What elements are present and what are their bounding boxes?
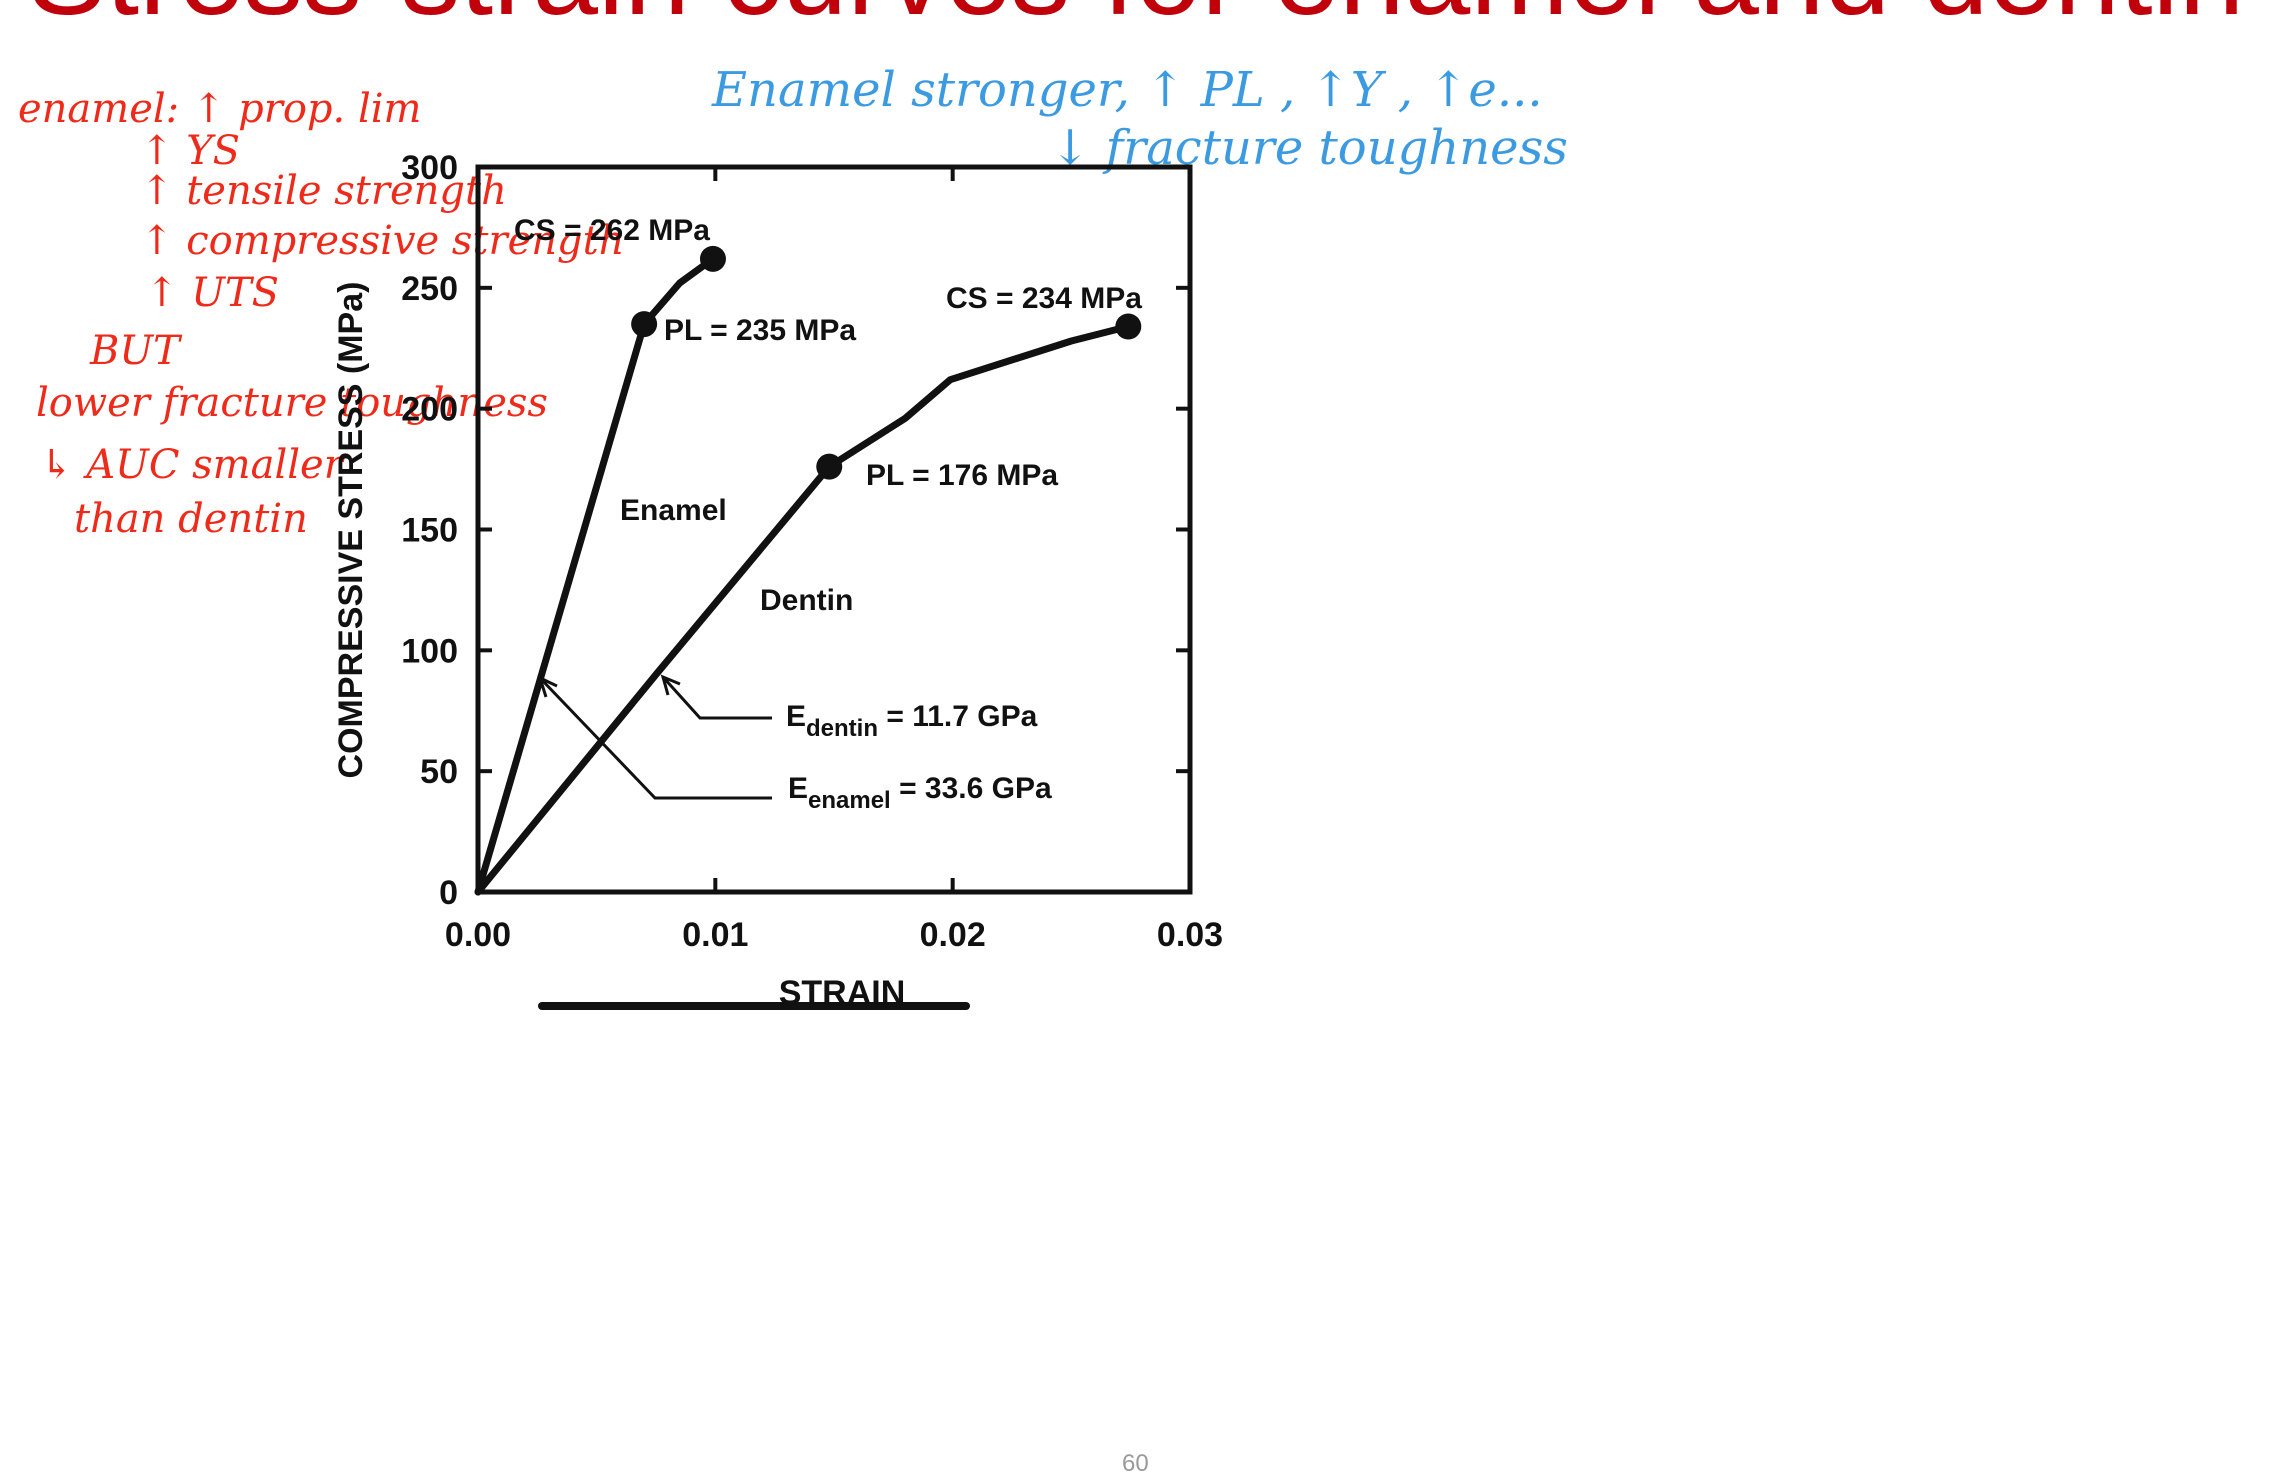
dentin-pl-label: PL = 176 MPa — [866, 459, 1058, 492]
x-tick-label: 0.03 — [1157, 916, 1223, 954]
dentin-curve — [474, 323, 1132, 896]
note-enamel-stronger: Enamel stronger, ↑ PL , ↑Y , ↑e... — [712, 62, 1543, 118]
note-enamel: enamel: ↑ prop. lim — [18, 86, 422, 132]
y-tick-label: 300 — [401, 149, 458, 187]
note-lower-fracture: lower fracture toughness — [36, 380, 548, 426]
note-auc: ↳ AUC smaller — [40, 442, 343, 488]
y-tick-labels: 0 50 100 150 200 250 300 — [401, 149, 458, 912]
y-axis-label: COMPRESSIVE STRESS (MPa) — [332, 282, 370, 779]
dentin-cs-label: CS = 234 MPa — [946, 282, 1142, 315]
enamel-marker — [699, 245, 726, 272]
dentin-marker — [816, 453, 843, 480]
enamel-cs-label: CS = 262 MPa — [514, 214, 710, 247]
y-tick-label: 250 — [401, 270, 458, 308]
e-dentin-arrowhead — [660, 674, 681, 696]
y-tick-label: 200 — [401, 391, 458, 429]
bottom-scroll-bar[interactable] — [538, 1002, 970, 1010]
x-tick-label: 0.01 — [682, 916, 748, 954]
enamel-marker — [631, 311, 658, 338]
slide-title: Stress-strain curves for enamel and dent… — [0, 0, 2272, 44]
note-but: BUT — [90, 328, 180, 374]
e-dentin-label: Edentin = 11.7 GPa — [786, 700, 1038, 742]
e-enamel-leader — [538, 676, 772, 800]
note-uts: ↑ UTS — [145, 270, 280, 316]
dentin-series-label: Dentin — [760, 584, 853, 617]
x-tick-label: 0.02 — [920, 916, 986, 954]
dentin-marker — [1115, 313, 1142, 340]
note-compressive: ↑ compressive strength — [140, 218, 625, 264]
enamel-series-label: Enamel — [620, 494, 727, 527]
e-enamel-arrowhead — [537, 675, 558, 698]
axis-ticks — [476, 165, 1192, 894]
y-tick-label: 100 — [401, 632, 458, 670]
note-ys: ↑ YS — [140, 128, 241, 174]
y-tick-label: 150 — [401, 512, 458, 550]
e-enamel-label: Eenamel = 33.6 GPa — [788, 772, 1052, 814]
marker-group — [631, 245, 1142, 480]
note-tensile: ↑ tensile strength — [140, 168, 507, 214]
page-number: 60 — [1122, 1450, 1149, 1477]
e-dentin-leader — [661, 675, 772, 720]
x-tick-label: 0.00 — [445, 916, 511, 954]
series-group — [474, 255, 1132, 896]
y-tick-label: 50 — [420, 753, 458, 791]
enamel-curve — [474, 255, 717, 896]
note-than-dentin: than dentin — [74, 496, 308, 542]
y-tick-label: 0 — [439, 874, 458, 912]
x-tick-labels: 0.00 0.01 0.02 0.03 — [445, 916, 1223, 954]
enamel-pl-label: PL = 235 MPa — [664, 314, 856, 347]
